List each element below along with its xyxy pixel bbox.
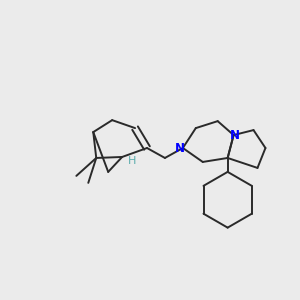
- Text: H: H: [128, 156, 136, 166]
- Text: N: N: [175, 142, 185, 154]
- Text: N: N: [230, 129, 240, 142]
